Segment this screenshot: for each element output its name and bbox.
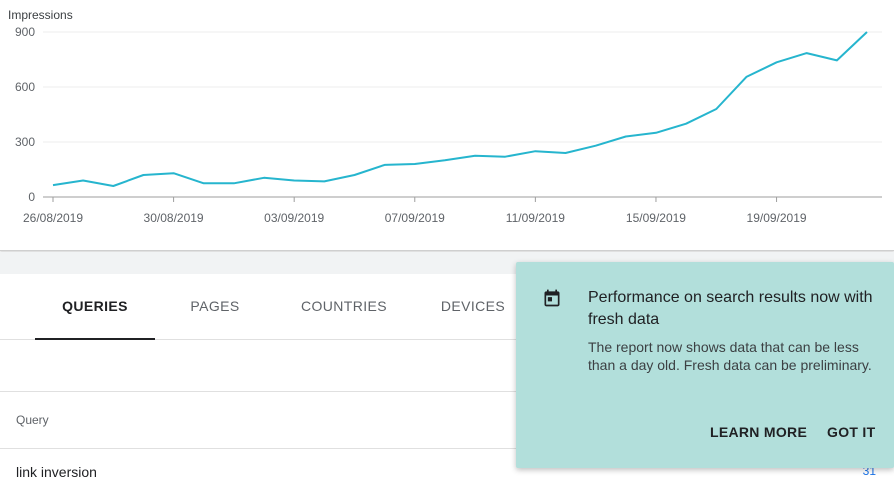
impressions-series-line bbox=[52, 31, 868, 187]
y-tick-label: 0 bbox=[28, 190, 35, 204]
tab-devices[interactable]: DEVICES bbox=[423, 274, 523, 339]
tab-queries-label: QUERIES bbox=[62, 298, 128, 314]
x-tick-label: 30/08/2019 bbox=[144, 211, 204, 225]
x-tick-label: 03/09/2019 bbox=[264, 211, 324, 225]
x-tick-label: 07/09/2019 bbox=[385, 211, 445, 225]
toast-body: The report now shows data that can be le… bbox=[588, 339, 872, 373]
y-tick-label: 300 bbox=[15, 135, 35, 149]
x-tick-label: 15/09/2019 bbox=[626, 211, 686, 225]
y-axis-label: Impressions bbox=[8, 8, 73, 22]
fresh-data-toast: Performance on search results now with f… bbox=[516, 262, 894, 468]
impressions-line-chart: Impressions 0 300 600 900 26/08/2019 30/08/201… bbox=[8, 8, 882, 225]
tab-pages[interactable]: PAGES bbox=[165, 274, 265, 339]
y-tick-label: 600 bbox=[15, 80, 35, 94]
got-it-button[interactable]: GOT IT bbox=[827, 424, 876, 440]
tab-countries[interactable]: COUNTRIES bbox=[284, 274, 404, 339]
x-tick-label: 19/09/2019 bbox=[747, 211, 807, 225]
tab-countries-label: COUNTRIES bbox=[300, 298, 388, 314]
row-divider bbox=[0, 391, 894, 392]
toast-title: Performance on search results now with f… bbox=[588, 289, 873, 328]
tab-pages-label: PAGES bbox=[190, 298, 240, 314]
x-tick-label: 26/08/2019 bbox=[23, 211, 83, 225]
learn-more-button[interactable]: LEARN MORE bbox=[710, 424, 808, 440]
x-tick-label: 11/09/2019 bbox=[506, 211, 565, 225]
tab-queries[interactable]: QUERIES bbox=[35, 274, 155, 340]
y-tick-label: 900 bbox=[15, 25, 35, 39]
tab-devices-label: DEVICES bbox=[440, 298, 506, 314]
query-cell: link inversion bbox=[16, 464, 97, 480]
dimension-tabs: QUERIES PAGES COUNTRIES DEVICES bbox=[0, 274, 894, 340]
column-header-query[interactable]: Query bbox=[16, 413, 49, 427]
active-tab-indicator bbox=[35, 338, 155, 340]
performance-chart: Impressions 0 300 600 900 26/08/2019 30/08/201… bbox=[0, 8, 894, 251]
calendar-icon bbox=[544, 289, 560, 307]
row-divider bbox=[0, 448, 894, 449]
